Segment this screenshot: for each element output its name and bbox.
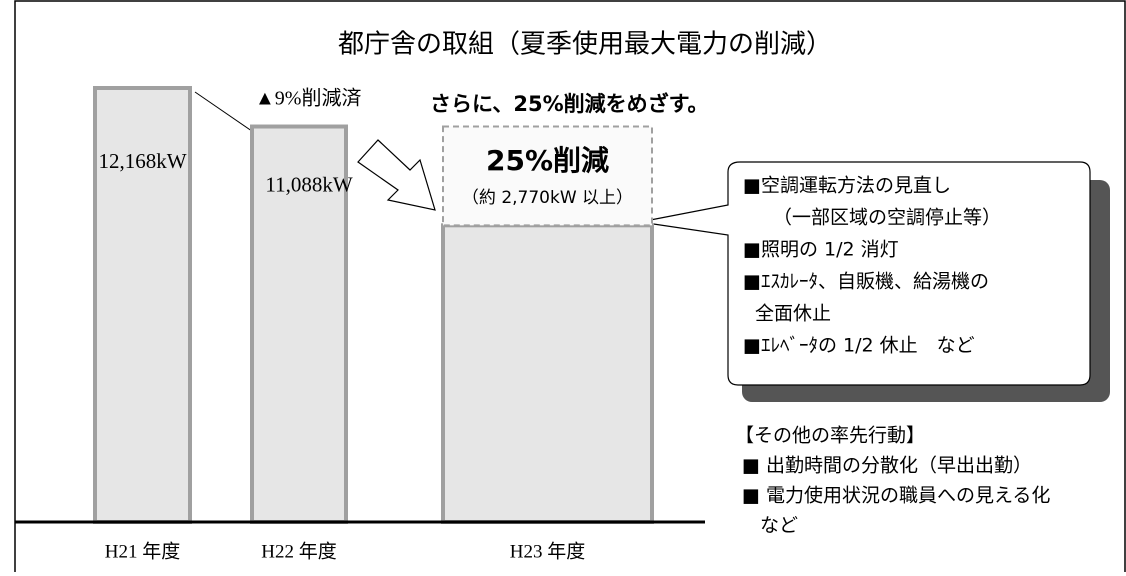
measure-item: ■ｴﾚﾍﾞｰﾀの 1/2 休止 など [743, 335, 975, 357]
measure-item: ■照明の 1/2 消灯 [743, 239, 899, 261]
frame [14, 0, 1126, 576]
other-item: ■ 出勤時間の分散化（早出出勤） [742, 455, 1032, 477]
goal-annotation: さらに、25%削減をめざす。 [430, 92, 709, 116]
category-label: H22 年度 [261, 540, 336, 562]
measure-item: ■空調運転方法の見直し [743, 175, 951, 197]
reduction-segment [442, 125, 653, 227]
past-annotation: ▲9%削減済 [255, 87, 361, 110]
measure-item: ■ｴｽｶﾚｰﾀ、自販機、給湯機の [743, 271, 989, 293]
chart-title: 都庁舎の取組（夏季使用最大電力の削減） [338, 30, 832, 60]
reduction-sublabel: （約 2,770kW 以上） [462, 188, 633, 208]
other-item: ■ 電力使用状況の職員への見える化 [742, 485, 1050, 507]
reduction-label: 25%削減 [486, 144, 609, 177]
bar [441, 223, 654, 525]
measure-item: （一部区域の空調停止等） [773, 207, 1001, 229]
measures: ■空調運転方法の見直し （一部区域の空調停止等） ■照明の 1/2 消灯 ■ｴｽｶﾚｰ… [743, 175, 1001, 357]
value-label: 11,088kW [265, 172, 352, 196]
measure-item: 全面休止 [755, 303, 831, 325]
other-actions: 【その他の率先行動】 ■ 出勤時間の分散化（早出出勤） ■ 電力使用状況の職員への見… [735, 425, 1050, 537]
category-label: H21 年度 [105, 540, 180, 562]
category-label: H23 年度 [510, 540, 585, 562]
hollow-arrow [357, 139, 436, 211]
other-title: 【その他の率先行動】 [735, 425, 925, 447]
other-item: など [760, 515, 798, 537]
value-label: 12,168kW [98, 149, 186, 173]
callout-box [639, 161, 1091, 386]
